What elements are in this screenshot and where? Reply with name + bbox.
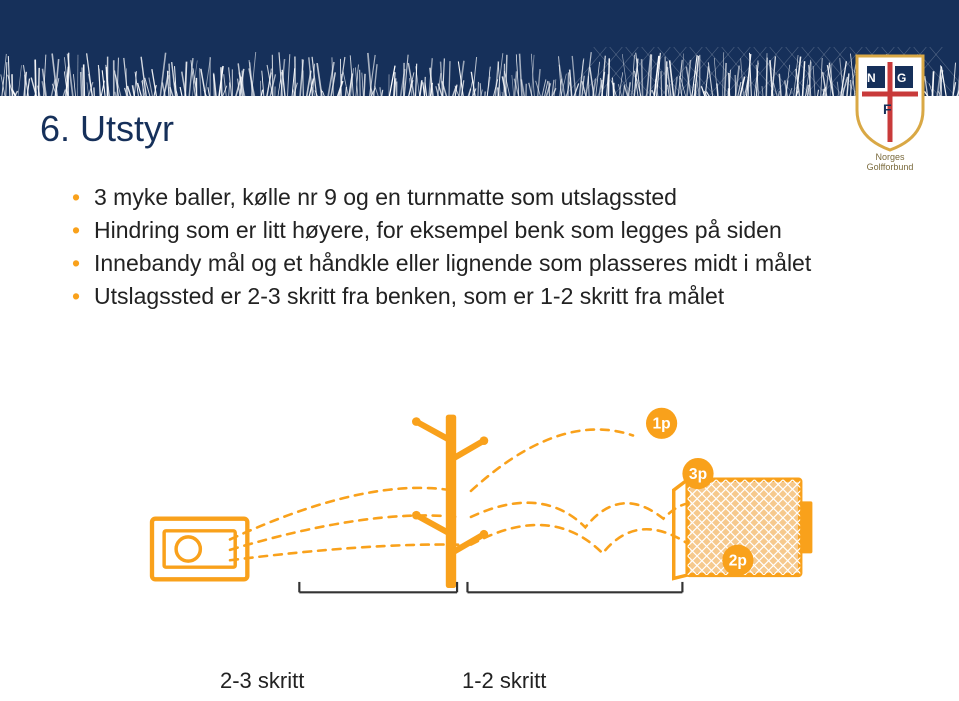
svg-text:1p: 1p bbox=[652, 416, 670, 433]
svg-text:G: G bbox=[897, 71, 906, 85]
svg-text:N: N bbox=[867, 71, 876, 85]
svg-text:3p: 3p bbox=[689, 466, 707, 483]
federation-logo: N G F Norges Golfforbund bbox=[847, 52, 933, 138]
svg-text:F: F bbox=[883, 101, 892, 117]
svg-text:2p: 2p bbox=[729, 552, 747, 569]
distance-caption-1: 2-3 skritt bbox=[220, 668, 304, 694]
page-title: 6. Utstyr bbox=[40, 108, 174, 150]
distance-caption-2: 1-2 skritt bbox=[462, 668, 546, 694]
logo-text-bottom: Golfforbund bbox=[847, 163, 933, 173]
bullet-list: 3 myke baller, kølle nr 9 og en turnmatt… bbox=[72, 182, 812, 314]
grass-decoration bbox=[0, 47, 959, 102]
list-item: Innebandy mål og et håndkle eller lignen… bbox=[72, 248, 812, 279]
top-banner bbox=[0, 0, 959, 96]
exercise-diagram: 1p 3p 2p bbox=[100, 380, 880, 640]
list-item: Utslagssted er 2-3 skritt fra benken, so… bbox=[72, 281, 812, 312]
list-item: Hindring som er litt høyere, for eksempe… bbox=[72, 215, 812, 246]
list-item: 3 myke baller, kølle nr 9 og en turnmatt… bbox=[72, 182, 812, 213]
